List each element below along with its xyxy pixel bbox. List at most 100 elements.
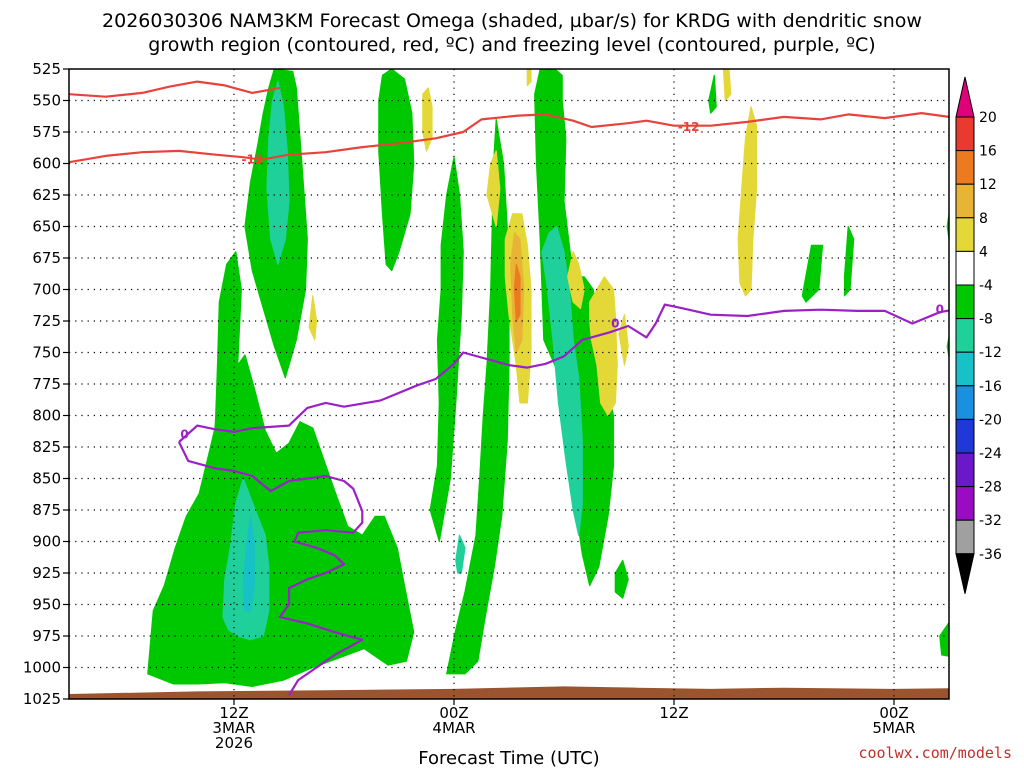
- chart-title-line-2: growth region (contoured, red, ºC) and f…: [148, 34, 875, 56]
- y-tick-label: 725: [32, 312, 61, 330]
- y-tick-label: 775: [32, 375, 61, 393]
- omega-region-3-3: [589, 276, 618, 417]
- y-tick-label: 975: [32, 627, 61, 645]
- omega-region-1-1: [266, 80, 290, 265]
- y-tick-label: 575: [32, 123, 61, 141]
- y-tick-label: 850: [32, 470, 61, 488]
- omega-region-0-5: [446, 118, 510, 675]
- x-axis-label: Forecast Time (UTC): [418, 748, 599, 768]
- omega-region-0-7: [614, 559, 629, 599]
- colorbar-bin: [955, 250, 975, 286]
- colorbar: 20 16 12 8 4 -4 -8 -12 -16 -20 -24 -28 -32 -36: [955, 76, 1002, 594]
- contour-label: 0: [180, 427, 188, 441]
- omega-region-0-9: [843, 225, 855, 297]
- x-tick-label: 12Z: [659, 704, 688, 722]
- colorbar-bin: [955, 150, 975, 185]
- y-tick-label: 700: [32, 281, 61, 299]
- credit-text: coolwx.com/models: [858, 744, 1012, 762]
- colorbar-bin: [955, 183, 975, 219]
- omega-region-5-0: [513, 263, 521, 322]
- y-tick-label: 550: [32, 92, 61, 110]
- omega-region-0-12: [939, 621, 949, 657]
- colorbar-label: -32: [979, 513, 1002, 529]
- colorbar-label: -8: [979, 312, 993, 328]
- colorbar-label: 8: [979, 211, 988, 227]
- contour-label: 0: [611, 317, 619, 331]
- colorbar-bin: [955, 217, 975, 252]
- y-tick-label: 800: [32, 407, 61, 425]
- omega-region-3-1: [486, 150, 501, 228]
- x-tick-label: 00Z: [439, 704, 468, 722]
- contour-0-line-0: [178, 441, 364, 696]
- omega-region-3-7: [722, 69, 732, 102]
- colorbar-bin: [955, 284, 975, 320]
- x-tick-label: 4MAR: [432, 719, 475, 737]
- colorbar-label: -36: [979, 547, 1002, 563]
- y-tick-label: 750: [32, 344, 61, 362]
- terrain-fill: [69, 686, 949, 699]
- terrain: [69, 686, 949, 699]
- colorbar-top-arrow: [955, 76, 975, 118]
- y-tick-label: 1000: [23, 659, 61, 677]
- omega-region-1-2: [541, 225, 583, 536]
- y-tick-label: 950: [32, 596, 61, 614]
- omega-region-0-0: [147, 354, 415, 688]
- x-tick-label: 2026: [215, 734, 253, 752]
- colorbar-label: 4: [979, 244, 988, 260]
- x-tick-label: 12Z: [219, 704, 248, 722]
- contour-0-line-1: [178, 303, 949, 443]
- colorbar-label: -20: [979, 412, 1002, 428]
- contour-label: 0: [936, 303, 944, 317]
- x-tick-label: 5MAR: [872, 719, 915, 737]
- colorbar-label: -4: [979, 278, 993, 294]
- colorbar-bottom-arrow: [955, 553, 975, 594]
- omega-region-0-17: [708, 74, 717, 114]
- omega-region-2-0: [242, 515, 255, 612]
- omega-region-0-4: [429, 156, 464, 543]
- x-tick-label: 00Z: [879, 704, 908, 722]
- contour-label: -12: [241, 153, 263, 167]
- omega-region-3-4: [618, 314, 629, 366]
- x-tick-label: 3MAR: [212, 719, 255, 737]
- omega-region-3-9: [422, 87, 433, 152]
- y-tick-label: 625: [32, 186, 61, 204]
- colorbar-label: -24: [979, 446, 1002, 462]
- colorbar-bin: [955, 351, 975, 387]
- y-tick-label: 875: [32, 501, 61, 519]
- y-tick-label: 650: [32, 218, 61, 236]
- colorbar-bin: [955, 452, 975, 488]
- colorbar-bin: [955, 116, 975, 152]
- omega-region-1-3: [455, 534, 466, 574]
- colorbar-bin: [955, 385, 975, 420]
- colorbar-bin: [955, 318, 975, 353]
- y-axis: 525 550 575 600 625 650 675 700 725 750 775 800 825 8…: [23, 60, 69, 708]
- chart-title-line-1: 2026030306 NAM3KM Forecast Omega (shaded…: [102, 10, 922, 32]
- omega-region-0-3: [378, 69, 415, 272]
- contour-label: -12: [678, 120, 700, 134]
- y-tick-label: 900: [32, 533, 61, 551]
- colorbar-bin: [955, 486, 975, 521]
- y-tick-label: 925: [32, 564, 61, 582]
- colorbar-bin: [955, 418, 975, 454]
- colorbar-label: -12: [979, 345, 1002, 361]
- omega-shading: [147, 69, 949, 688]
- colorbar-label: 12: [979, 177, 997, 193]
- colorbar-label: -16: [979, 379, 1002, 395]
- contour--12-line-1: [69, 111, 949, 164]
- y-tick-label: 600: [32, 155, 61, 173]
- omega-region-3-5: [308, 295, 318, 341]
- omega-region-3-8: [526, 69, 532, 87]
- contour--12-line-0: [69, 80, 280, 98]
- colorbar-label: -28: [979, 480, 1002, 496]
- y-tick-label: 1025: [23, 690, 61, 708]
- y-tick-label: 825: [32, 438, 61, 456]
- y-tick-label: 675: [32, 249, 61, 267]
- y-tick-label: 525: [32, 60, 61, 78]
- colorbar-label: 20: [979, 110, 997, 126]
- omega-region-3-6: [737, 106, 758, 297]
- colorbar-label: 16: [979, 144, 997, 160]
- omega-region-0-8: [801, 244, 824, 303]
